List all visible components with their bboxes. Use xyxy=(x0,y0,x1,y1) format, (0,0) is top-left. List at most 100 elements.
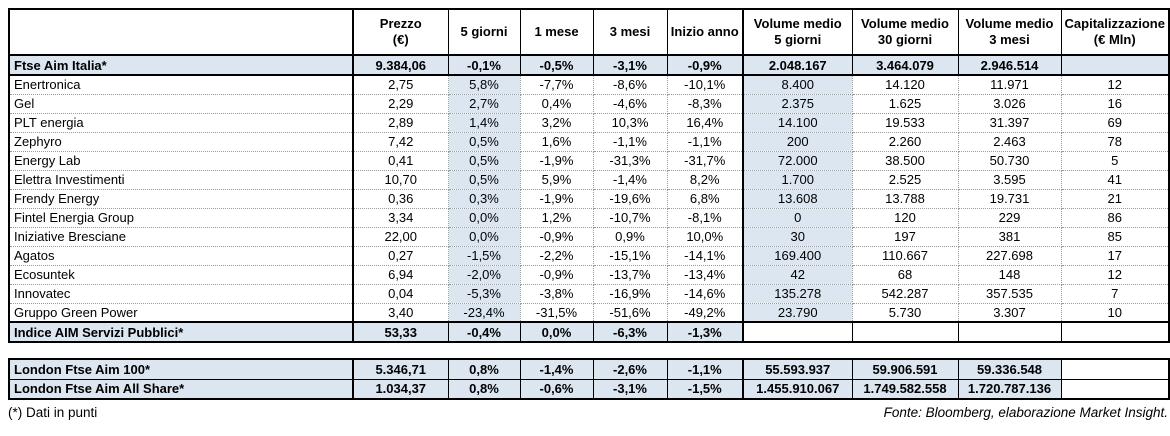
cell-volume-medio-3-mesi xyxy=(958,321,1062,343)
cell-inizio-anno: 6,8% xyxy=(667,189,744,209)
cell-3-mesi: -3,1% xyxy=(593,54,668,76)
cell-prezzo: 1.034,37 xyxy=(353,379,449,400)
cell-volume-medio-30-giorni: 5.730 xyxy=(852,303,959,323)
cell-volume-medio-3-mesi: 2.946.514 xyxy=(958,54,1062,76)
table-row: Gruppo Green Power 3,40 -23,4% -31,5% -51,6%… xyxy=(9,303,1169,323)
cell-5-giorni: 0,5% xyxy=(448,151,521,171)
cell-capitalizzazione xyxy=(1061,321,1169,343)
cell-5-giorni: -5,3% xyxy=(448,284,521,304)
cell-1-mese: -31,5% xyxy=(520,303,594,323)
cell-name: Ftse Aim Italia* xyxy=(9,54,354,76)
column-header-volume-medio-30-giorni: Volume medio 30 giorni xyxy=(852,9,959,56)
cell-inizio-anno: -49,2% xyxy=(667,303,744,323)
cell-volume-medio-3-mesi: 31.397 xyxy=(958,113,1062,133)
cell-volume-medio-30-giorni: 197 xyxy=(852,227,959,247)
cell-prezzo: 9.384,06 xyxy=(353,54,449,76)
cell-volume-medio-5-giorni: 2.048.167 xyxy=(743,54,853,76)
cell-volume-medio-30-giorni xyxy=(852,321,959,343)
cell-name: Gruppo Green Power xyxy=(9,303,354,323)
cell-volume-medio-30-giorni: 2.525 xyxy=(852,170,959,190)
cell-5-giorni: -2,0% xyxy=(448,265,521,285)
cell-name: Indice AIM Servizi Pubblici* xyxy=(9,321,354,343)
column-header-line: 3 mesi xyxy=(989,32,1030,47)
cell-1-mese: -0,9% xyxy=(520,227,594,247)
cell-volume-medio-3-mesi: 59.336.548 xyxy=(958,359,1062,380)
cell-3-mesi: -51,6% xyxy=(593,303,668,323)
cell-1-mese: -0,9% xyxy=(520,265,594,285)
cell-1-mese: 0,4% xyxy=(520,94,594,114)
cell-3-mesi: -10,7% xyxy=(593,208,668,228)
column-header-line: Inizio anno xyxy=(670,23,739,39)
cell-volume-medio-3-mesi: 227.698 xyxy=(958,246,1062,266)
cell-prezzo: 3,40 xyxy=(353,303,449,323)
aim-italia-table: Prezzo (€) 5 giorni 1 mese 3 mesi Inizio anno… xyxy=(8,8,1170,343)
cell-1-mese: 1,2% xyxy=(520,208,594,228)
cell-volume-medio-5-giorni: 0 xyxy=(743,208,853,228)
cell-1-mese: -2,2% xyxy=(520,246,594,266)
cell-1-mese: 5,9% xyxy=(520,170,594,190)
cell-name: London Ftse Aim All Share* xyxy=(9,379,354,400)
column-header-inizio-anno: Inizio anno xyxy=(667,9,744,56)
column-header-volume-medio-5-giorni: Volume medio 5 giorni xyxy=(743,9,853,56)
cell-capitalizzazione xyxy=(1061,359,1169,380)
cell-3-mesi: -6,3% xyxy=(593,321,668,343)
cell-name: Iniziative Bresciane xyxy=(9,227,354,247)
table-row: Energy Lab 0,41 0,5% -1,9% -31,3% -31,7% 72.00… xyxy=(9,151,1169,171)
cell-volume-medio-3-mesi: 1.720.787.136 xyxy=(958,379,1062,400)
table-row: London Ftse Aim All Share* 1.034,37 0,8% -0… xyxy=(9,379,1169,400)
cell-volume-medio-30-giorni: 120 xyxy=(852,208,959,228)
cell-inizio-anno: 16,4% xyxy=(667,113,744,133)
cell-capitalizzazione xyxy=(1061,379,1169,400)
cell-inizio-anno: -1,5% xyxy=(667,379,744,400)
cell-5-giorni: -1,5% xyxy=(448,246,521,266)
cell-volume-medio-3-mesi: 50.730 xyxy=(958,151,1062,171)
cell-prezzo: 7,42 xyxy=(353,132,449,152)
column-header-line: Volume medio xyxy=(753,15,842,31)
cell-prezzo: 0,36 xyxy=(353,189,449,209)
cell-1-mese: -0,5% xyxy=(520,54,594,76)
cell-volume-medio-5-giorni: 200 xyxy=(743,132,853,152)
cell-inizio-anno: -31,7% xyxy=(667,151,744,171)
cell-volume-medio-30-giorni: 68 xyxy=(852,265,959,285)
cell-5-giorni: 0,5% xyxy=(448,170,521,190)
cell-name: Frendy Energy xyxy=(9,189,354,209)
cell-inizio-anno: -1,1% xyxy=(667,132,744,152)
cell-1-mese: 0,0% xyxy=(520,321,594,343)
cell-5-giorni: 0,3% xyxy=(448,189,521,209)
cell-5-giorni: 1,4% xyxy=(448,113,521,133)
cell-inizio-anno: -8,1% xyxy=(667,208,744,228)
cell-volume-medio-30-giorni: 3.464.079 xyxy=(852,54,959,76)
column-header-volume-medio-3-mesi: Volume medio 3 mesi xyxy=(958,9,1062,56)
cell-capitalizzazione: 69 xyxy=(1061,113,1169,133)
cell-3-mesi: -1,1% xyxy=(593,132,668,152)
cell-inizio-anno: -13,4% xyxy=(667,265,744,285)
column-header-prezzo: Prezzo (€) xyxy=(353,9,449,56)
cell-volume-medio-5-giorni: 8.400 xyxy=(743,75,853,95)
cell-3-mesi: -1,4% xyxy=(593,170,668,190)
column-header-line: 5 giorni xyxy=(460,23,508,39)
cell-capitalizzazione: 12 xyxy=(1061,265,1169,285)
cell-prezzo: 6,94 xyxy=(353,265,449,285)
cell-5-giorni: -0,4% xyxy=(448,321,521,343)
column-header-line: 1 mese xyxy=(534,23,579,39)
cell-volume-medio-30-giorni: 542.287 xyxy=(852,284,959,304)
column-header-name xyxy=(9,9,354,56)
cell-inizio-anno: -14,1% xyxy=(667,246,744,266)
cell-3-mesi: 0,9% xyxy=(593,227,668,247)
cell-volume-medio-3-mesi: 148 xyxy=(958,265,1062,285)
cell-volume-medio-5-giorni: 169.400 xyxy=(743,246,853,266)
cell-3-mesi: -19,6% xyxy=(593,189,668,209)
cell-5-giorni: 0,0% xyxy=(448,227,521,247)
cell-3-mesi: -8,6% xyxy=(593,75,668,95)
cell-capitalizzazione: 7 xyxy=(1061,284,1169,304)
table-row: Gel 2,29 2,7% 0,4% -4,6% -8,3% 2.375 1.625 3.026… xyxy=(9,94,1169,114)
cell-volume-medio-3-mesi: 229 xyxy=(958,208,1062,228)
table-row: Indice AIM Servizi Pubblici* 53,33 -0,4% 0,… xyxy=(9,321,1169,343)
footnote: (*) Dati in punti xyxy=(8,405,98,420)
cell-capitalizzazione: 16 xyxy=(1061,94,1169,114)
table-row: Ecosuntek 6,94 -2,0% -0,9% -13,7% -13,4% 42 68 1… xyxy=(9,265,1169,285)
header-row: Prezzo (€) 5 giorni 1 mese 3 mesi Inizio anno… xyxy=(9,9,1169,56)
cell-inizio-anno: 10,0% xyxy=(667,227,744,247)
cell-1-mese: -1,9% xyxy=(520,189,594,209)
column-header-line: (€) xyxy=(392,32,409,47)
